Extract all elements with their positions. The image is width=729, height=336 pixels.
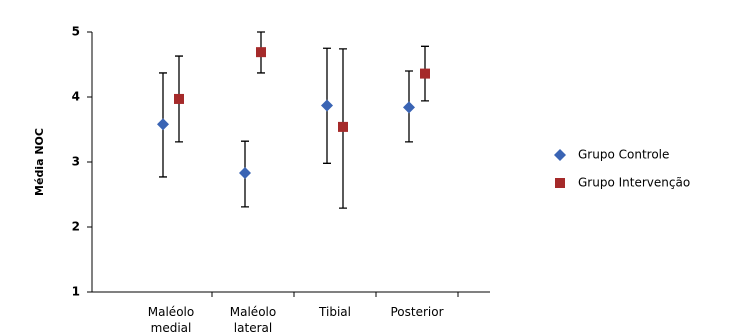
point	[338, 121, 348, 132]
y-tick-label: 3	[72, 155, 80, 169]
x-tick-label: Tibial	[318, 305, 351, 319]
x-tick-label: Posterior	[390, 305, 443, 319]
point	[239, 167, 251, 180]
point	[256, 47, 266, 58]
y-axis-label: Média NOC	[33, 128, 46, 196]
point	[321, 99, 333, 112]
y-tick-label: 5	[72, 25, 80, 39]
x-tick-label-line: Maléolo	[148, 305, 194, 319]
y-tick-label: 2	[72, 220, 80, 234]
x-tick-label-line: Tibial	[318, 305, 351, 319]
point	[174, 93, 184, 104]
x-tick-label-line: lateral	[234, 321, 272, 335]
legend-marker	[554, 149, 566, 161]
x-tick-label-line: medial	[151, 321, 192, 335]
x-tick-label-line: Maléolo	[230, 305, 276, 319]
x-tick-label-line: Posterior	[390, 305, 443, 319]
point	[157, 118, 169, 131]
y-tick-label: 4	[72, 90, 80, 104]
legend-label: Grupo Intervenção	[578, 176, 690, 190]
point	[403, 101, 415, 114]
legend-marker	[555, 178, 565, 188]
legend-label: Grupo Controle	[578, 148, 669, 162]
x-tick-label: Maléolo lateral	[230, 305, 276, 335]
x-tick-label: Maléolo medial	[148, 305, 194, 335]
point	[420, 68, 430, 79]
y-tick-label: 1	[72, 285, 80, 299]
